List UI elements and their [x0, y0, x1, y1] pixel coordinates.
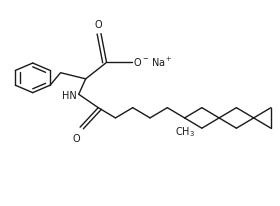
Text: CH$_3$: CH$_3$ — [174, 125, 195, 139]
Text: HN: HN — [62, 91, 76, 101]
Text: O: O — [94, 20, 102, 30]
Text: Na$^+$: Na$^+$ — [151, 56, 173, 69]
Text: O: O — [72, 133, 80, 143]
Text: O$^-$: O$^-$ — [133, 56, 149, 68]
